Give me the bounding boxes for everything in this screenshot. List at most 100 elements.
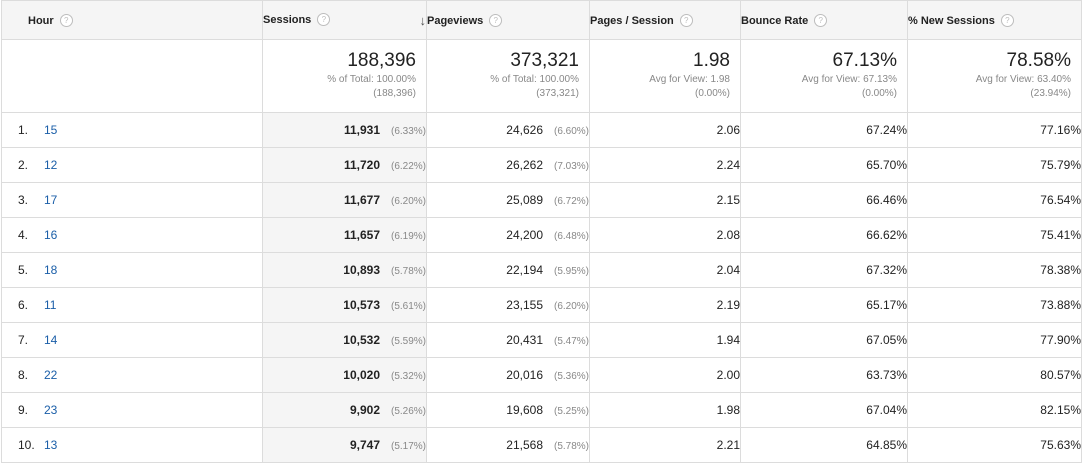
pages-per-session-cell: 2.08 xyxy=(589,217,741,253)
pageviews-value: 20,431 xyxy=(506,333,543,347)
pageviews-value: 25,089 xyxy=(506,193,543,207)
total-subtext: (0.00%) xyxy=(861,88,897,99)
pageviews-value: 24,626 xyxy=(506,123,543,137)
totals-label-cell xyxy=(1,39,263,113)
pageviews-percent: (6.48%) xyxy=(553,231,589,242)
new-sessions-value: 77.16% xyxy=(1040,123,1081,137)
pageviews-percent: (5.36%) xyxy=(553,371,589,382)
help-icon[interactable]: ? xyxy=(814,13,828,27)
sessions-value: 11,931 xyxy=(343,123,380,137)
sessions-percent: (5.17%) xyxy=(390,441,426,452)
column-header-pageviews[interactable]: Pageviews? xyxy=(426,0,590,40)
bounce-rate-cell: 66.46% xyxy=(740,182,908,218)
pageviews-cell: 20,016 (5.36%) xyxy=(426,357,590,393)
column-header-sessions[interactable]: Sessions? ↓ xyxy=(262,0,427,40)
column-header-hour[interactable]: Hour? xyxy=(1,0,263,40)
new-sessions-value: 82.15% xyxy=(1040,403,1081,417)
sessions-cell: 10,893 (5.78%) xyxy=(262,252,427,288)
help-icon[interactable]: ? xyxy=(59,13,73,27)
hour-link[interactable]: 12 xyxy=(44,158,58,172)
hour-cell: 8. 22 xyxy=(1,357,263,393)
table-row: 8. 22 10,020 (5.32%) 20,016 (5.36%) 2.00 63… xyxy=(1,357,1082,393)
pageviews-percent: (5.47%) xyxy=(553,336,589,347)
column-header-pages-per-session[interactable]: Pages / Session? xyxy=(589,0,741,40)
table-row: 10. 13 9,747 (5.17%) 21,568 (5.78%) 2.21 64… xyxy=(1,427,1082,463)
bounce-rate-cell: 65.17% xyxy=(740,287,908,323)
bounce-rate-cell: 65.70% xyxy=(740,147,908,183)
hour-link[interactable]: 18 xyxy=(44,263,58,277)
help-icon[interactable]: ? xyxy=(679,13,693,27)
column-header-new-sessions[interactable]: % New Sessions? xyxy=(907,0,1082,40)
pages-per-session-value: 1.94 xyxy=(716,333,740,347)
row-index: 4. xyxy=(18,228,29,242)
table-row: 9. 23 9,902 (5.26%) 19,608 (5.25%) 1.98 67.… xyxy=(1,392,1082,428)
hour-link[interactable]: 14 xyxy=(44,333,58,347)
row-index: 7. xyxy=(18,333,29,347)
sort-descending-icon[interactable]: ↓ xyxy=(419,12,427,28)
hour-cell: 5. 18 xyxy=(1,252,263,288)
sessions-value: 9,747 xyxy=(349,438,380,452)
pages-per-session-cell: 1.94 xyxy=(589,322,741,358)
table-row: 3. 17 11,677 (6.20%) 25,089 (6.72%) 2.15 66… xyxy=(1,182,1082,218)
totals-bounce-rate: 67.13% Avg for View: 67.13% (0.00%) xyxy=(740,39,908,113)
total-value: 188,396 xyxy=(347,50,416,71)
bounce-rate-value: 65.70% xyxy=(866,158,907,172)
sessions-cell: 10,532 (5.59%) xyxy=(262,322,427,358)
row-index: 10. xyxy=(18,438,35,452)
bounce-rate-cell: 66.62% xyxy=(740,217,908,253)
new-sessions-cell: 77.90% xyxy=(907,322,1082,358)
pageviews-cell: 24,626 (6.60%) xyxy=(426,112,590,148)
bounce-rate-value: 65.17% xyxy=(866,298,907,312)
sessions-cell: 11,677 (6.20%) xyxy=(262,182,427,218)
sessions-percent: (6.22%) xyxy=(390,161,426,172)
column-header-bounce-rate[interactable]: Bounce Rate? xyxy=(740,0,908,40)
bounce-rate-cell: 67.32% xyxy=(740,252,908,288)
new-sessions-cell: 77.16% xyxy=(907,112,1082,148)
total-subtext: (373,321) xyxy=(536,88,579,99)
pageviews-percent: (5.95%) xyxy=(553,266,589,277)
bounce-rate-cell: 67.04% xyxy=(740,392,908,428)
pages-per-session-value: 2.15 xyxy=(716,193,740,207)
new-sessions-cell: 73.88% xyxy=(907,287,1082,323)
pageviews-value: 26,262 xyxy=(506,158,543,172)
new-sessions-value: 75.79% xyxy=(1040,158,1081,172)
bounce-rate-value: 64.85% xyxy=(866,438,907,452)
hour-link[interactable]: 13 xyxy=(44,438,58,452)
new-sessions-value: 76.54% xyxy=(1040,193,1081,207)
sessions-cell: 10,020 (5.32%) xyxy=(262,357,427,393)
hour-link[interactable]: 22 xyxy=(44,368,58,382)
pageviews-percent: (5.25%) xyxy=(553,406,589,417)
sessions-percent: (6.33%) xyxy=(390,126,426,137)
row-index: 5. xyxy=(18,263,29,277)
new-sessions-value: 75.63% xyxy=(1040,438,1081,452)
row-index: 2. xyxy=(18,158,29,172)
pages-per-session-value: 2.24 xyxy=(716,158,740,172)
pageviews-percent: (6.20%) xyxy=(553,301,589,312)
pages-per-session-cell: 2.24 xyxy=(589,147,741,183)
total-subtext: (0.00%) xyxy=(694,88,730,99)
total-value: 78.58% xyxy=(1006,50,1071,71)
pageviews-percent: (6.72%) xyxy=(553,196,589,207)
row-index: 6. xyxy=(18,298,29,312)
pages-per-session-value: 2.04 xyxy=(716,263,740,277)
hour-link[interactable]: 23 xyxy=(44,403,58,417)
hour-link[interactable]: 11 xyxy=(44,298,57,312)
sessions-cell: 9,747 (5.17%) xyxy=(262,427,427,463)
help-icon[interactable]: ? xyxy=(489,13,503,27)
hour-link[interactable]: 16 xyxy=(44,228,58,242)
pageviews-cell: 21,568 (5.78%) xyxy=(426,427,590,463)
hour-cell: 6. 11 xyxy=(1,287,263,323)
hour-link[interactable]: 15 xyxy=(44,123,58,137)
sessions-cell: 11,657 (6.19%) xyxy=(262,217,427,253)
help-icon[interactable]: ? xyxy=(317,12,331,26)
pageviews-value: 22,194 xyxy=(506,263,543,277)
totals-pageviews: 373,321 % of Total: 100.00% (373,321) xyxy=(426,39,590,113)
row-index: 3. xyxy=(18,193,29,207)
new-sessions-value: 77.90% xyxy=(1040,333,1081,347)
sessions-percent: (5.59%) xyxy=(390,336,426,347)
pages-per-session-value: 1.98 xyxy=(716,403,740,417)
hour-link[interactable]: 17 xyxy=(44,193,58,207)
sessions-percent: (6.19%) xyxy=(390,231,426,242)
totals-sessions: 188,396 % of Total: 100.00% (188,396) xyxy=(262,39,427,113)
help-icon[interactable]: ? xyxy=(1000,13,1014,27)
